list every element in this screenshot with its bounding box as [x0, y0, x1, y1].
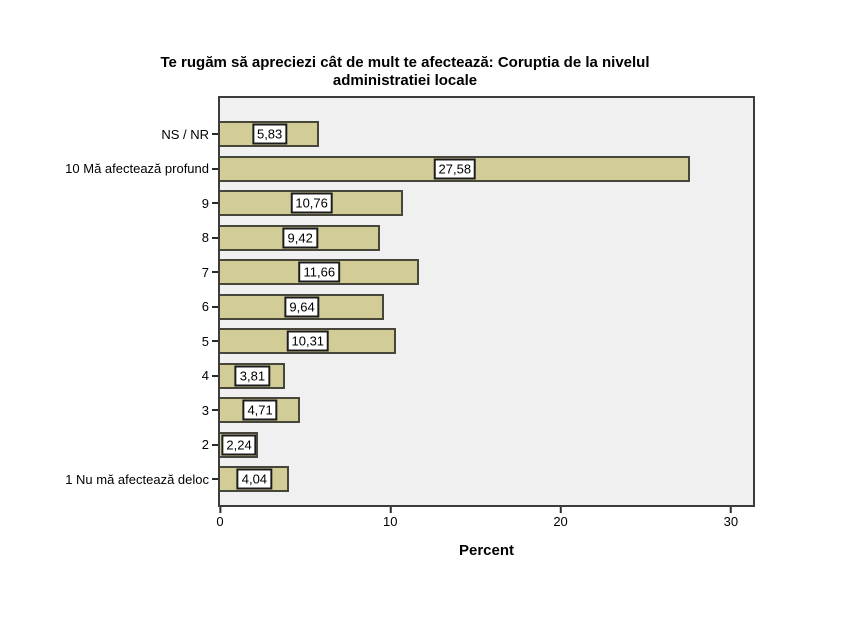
category-tick-mark [212, 478, 218, 481]
category-tick-mark [212, 133, 218, 136]
category-label: 7 [201, 264, 209, 280]
category-axis: NS / NR 10 Mă afectează profund 9 8 7 6 5 4 3 2 1 … [55, 96, 218, 497]
x-tick-label: 30 [723, 514, 739, 529]
category-label-row: 3 [55, 393, 218, 428]
category-tick-mark [212, 202, 218, 205]
category-label: 9 [201, 195, 209, 211]
category-label: 8 [201, 230, 209, 246]
x-tick-mark [218, 507, 221, 513]
chart-title: Te rugăm să apreciezi cât de mult te afe… [55, 54, 755, 90]
bar-chart-figure: Te rugăm să apreciezi cât de mult te afe… [55, 54, 755, 559]
chart-title-line-1: Te rugăm să apreciezi cât de mult te afe… [160, 54, 650, 71]
category-label: NS / NR [161, 126, 209, 142]
value-label: 5,83 [251, 123, 288, 145]
x-axis-tick: 20 [553, 507, 568, 529]
category-tick-mark [212, 340, 218, 343]
value-label: 27,58 [433, 158, 477, 179]
bar-row: 4,04 [220, 462, 753, 497]
x-tick-mark [389, 507, 392, 513]
x-axis-title: Percent [458, 542, 515, 559]
value-label: 10,31 [286, 330, 330, 352]
category-label: 3 [201, 402, 209, 418]
value-label: 9,42 [282, 227, 318, 248]
bar-row: 10,76 [220, 186, 753, 221]
category-label: 1 Nu mă afectează deloc [65, 471, 209, 487]
chart-title-line-2: administratiei locale [332, 72, 478, 89]
x-axis-tick: 10 [383, 507, 398, 529]
value-label: 4,04 [236, 468, 273, 490]
x-tick-label: 0 [216, 514, 224, 529]
x-tick-mark [559, 507, 562, 513]
category-tick-mark [212, 305, 218, 308]
category-label: 2 [201, 437, 209, 453]
category-label-row: 6 [55, 290, 218, 325]
category-tick-mark [212, 374, 218, 377]
category-label-row: 5 [55, 324, 218, 359]
x-axis-tick: 30 [724, 507, 738, 529]
category-tick-mark [212, 443, 218, 446]
value-label: 11,66 [298, 261, 341, 283]
value-label: 9,64 [284, 296, 320, 317]
x-axis-tick: 0 [216, 507, 224, 529]
bar-row: 4,71 [220, 393, 753, 428]
bar-row: 9,64 [220, 290, 753, 325]
x-tick-label: 20 [553, 514, 568, 529]
category-tick-mark [212, 409, 218, 412]
category-tick-mark [212, 236, 218, 239]
bar-row: 3,81 [220, 359, 753, 394]
value-label: 2,24 [221, 434, 257, 455]
value-label: 3,81 [234, 365, 271, 386]
category-label-row: 1 Nu mă afectează deloc [55, 462, 218, 497]
category-label: 4 [201, 368, 209, 384]
value-label: 10,76 [290, 192, 333, 214]
x-tick-mark [729, 507, 732, 513]
category-label: 10 Mă afectează profund [65, 161, 209, 177]
bar-row: 9,42 [220, 221, 753, 256]
bar-row: 5,83 [220, 117, 753, 152]
x-axis: 0 10 20 30 [216, 507, 753, 533]
category-label-row: 2 [55, 428, 218, 463]
bar-row: 10,31 [220, 324, 753, 359]
bar-row: 27,58 [220, 152, 753, 187]
category-label-row: 7 [55, 255, 218, 290]
category-label: 6 [201, 299, 209, 315]
x-tick-label: 10 [383, 514, 398, 529]
category-label-row: 10 Mă afectează profund [55, 152, 218, 187]
category-tick-mark [212, 271, 218, 274]
chart-body: NS / NR 10 Mă afectează profund 9 8 7 6 5 4 3 2 1 … [55, 96, 755, 507]
category-label-row: 8 [55, 221, 218, 256]
category-label-row: 9 [55, 186, 218, 221]
value-label: 4,71 [242, 399, 278, 421]
category-label-row: 4 [55, 359, 218, 394]
plot-area: 5,83 27,58 10,76 9,42 11,66 9,64 10,31 3,81 4,71… [218, 96, 755, 507]
bar-row: 11,66 [220, 255, 753, 290]
category-tick-mark [212, 167, 218, 170]
category-label: 5 [201, 333, 209, 349]
bar-row: 2,24 [220, 428, 753, 463]
category-label-row: NS / NR [55, 117, 218, 152]
